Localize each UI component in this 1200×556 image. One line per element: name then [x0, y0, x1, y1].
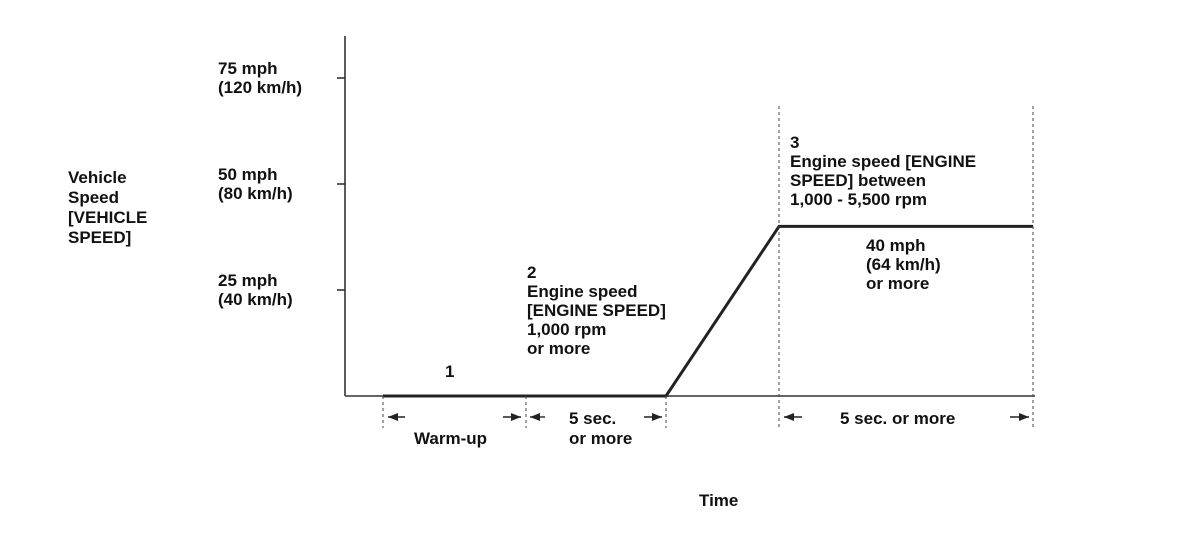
step-2-label: 2 Engine speed [ENGINE SPEED] 1,000 rpm …: [527, 263, 671, 358]
y-tick-label-25: 25 mph (40 km/h): [218, 271, 293, 309]
x-axis-label: Time: [699, 491, 738, 510]
step-3-speed-label: 40 mph (64 km/h) or more: [866, 236, 945, 293]
y-axis-label: Vehicle Speed [VEHICLE SPEED]: [68, 168, 152, 247]
arrow-right-icon: [511, 413, 521, 421]
vehicle-speed-line: [383, 224, 1033, 398]
y-tick-label-75: 75 mph (120 km/h): [218, 59, 302, 97]
interval-5sec-final-label: 5 sec. or more: [840, 409, 955, 428]
y-axis-label-line-3: [VEHICLE: [68, 208, 147, 227]
interval-5sec-label: 5 sec. or more: [569, 409, 632, 448]
arrow-left-icon: [784, 413, 794, 421]
y-axis-label-line-2: Speed: [68, 188, 119, 207]
y-ticks: 75 mph (120 km/h) 50 mph (80 km/h) 25 mp…: [218, 59, 345, 309]
y-tick-label-25-kmh: (40 km/h): [218, 290, 293, 309]
y-tick-label-50-kmh: (80 km/h): [218, 184, 293, 203]
arrow-left-icon: [388, 413, 398, 421]
step-3-label: 3 Engine speed [ENGINE SPEED] between 1,…: [790, 133, 981, 209]
y-tick-label-25-mph: 25 mph: [218, 271, 278, 290]
arrow-right-icon: [1019, 413, 1029, 421]
y-tick-label-50: 50 mph (80 km/h): [218, 165, 293, 203]
step-1-label: 1: [445, 362, 454, 381]
arrow-left-icon: [530, 413, 540, 421]
y-tick-label-50-mph: 50 mph: [218, 165, 278, 184]
interval-warmup-label: Warm-up: [414, 429, 487, 448]
y-tick-label-75-mph: 75 mph: [218, 59, 278, 78]
y-tick-label-75-kmh: (120 km/h): [218, 78, 302, 97]
arrow-right-icon: [652, 413, 662, 421]
y-axis-label-line-1: Vehicle: [68, 168, 127, 187]
y-axis-label-line-4: SPEED]: [68, 228, 131, 247]
interval-arrows: [388, 413, 1029, 421]
